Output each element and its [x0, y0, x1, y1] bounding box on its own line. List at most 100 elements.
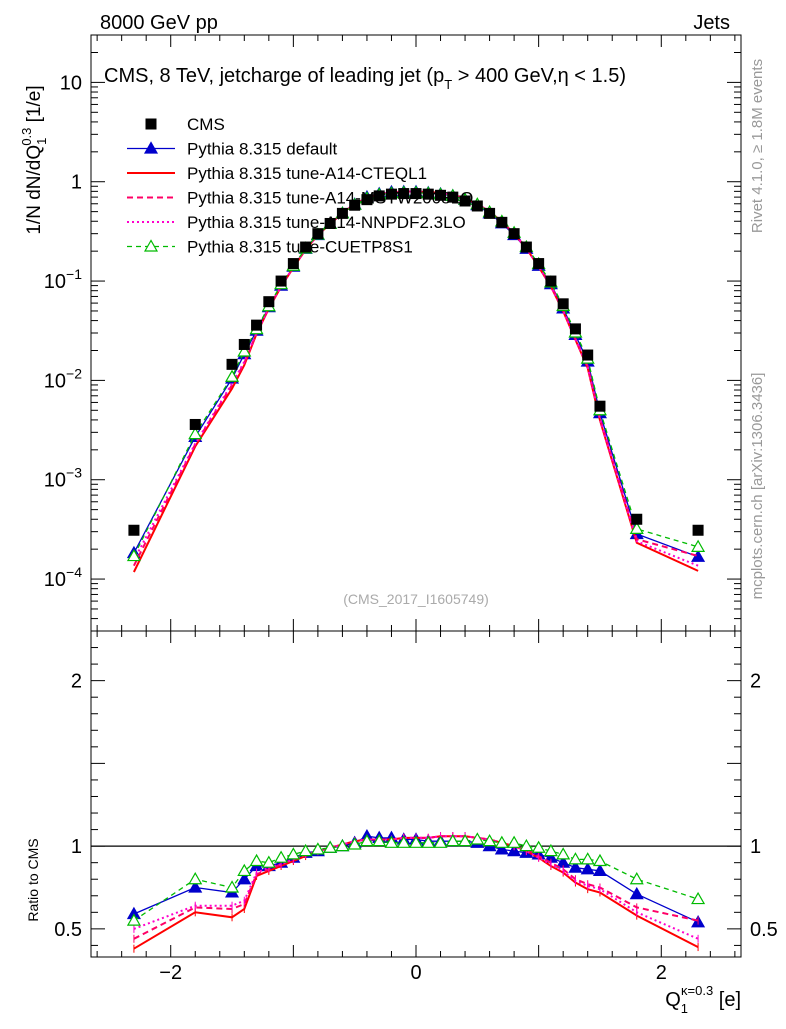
series-marker-4 — [225, 369, 240, 382]
ratio-marker-4 — [323, 840, 338, 853]
ratio-marker-4 — [691, 891, 706, 905]
y-tick-label-base: 1 — [71, 172, 82, 194]
data-point — [324, 217, 336, 229]
data-point — [496, 216, 508, 228]
ratio-marker-4 — [433, 835, 448, 848]
ratio-marker-4 — [396, 835, 411, 848]
data-point — [349, 199, 361, 211]
data-point — [128, 524, 140, 536]
ratio-marker-4 — [384, 835, 399, 848]
data-point — [300, 241, 312, 253]
y-tick-label-base: 10 — [44, 370, 66, 392]
data-point — [287, 258, 299, 270]
y-tick-label-base: 10 — [60, 72, 82, 94]
series-line-4 — [133, 192, 699, 557]
ratio-marker-4 — [470, 832, 485, 845]
ratio-marker-4 — [274, 850, 289, 863]
legend-marker-1 — [143, 141, 159, 154]
ratio-marker-4 — [568, 852, 583, 865]
ratio-y-tick-label-right: 0.5 — [750, 919, 778, 941]
y-tick-label-exponent: −1 — [66, 266, 82, 282]
data-point — [312, 228, 324, 240]
ratio-marker-0 — [568, 860, 583, 873]
ratio-marker-4 — [408, 835, 424, 848]
series-marker-4 — [188, 426, 203, 440]
ratio-marker-4 — [580, 852, 595, 865]
ratio-panel-series — [126, 828, 706, 953]
ratio-marker-4 — [592, 853, 607, 867]
ratio-marker-4 — [629, 872, 644, 885]
x-tick-label: 2 — [656, 962, 667, 984]
legend-label-5: Pythia 8.315 tune-CUETP8S1 — [187, 238, 413, 257]
ratio-marker-4 — [482, 833, 497, 847]
ratio-marker-4 — [126, 913, 141, 926]
ratio-panel-frame — [90, 630, 742, 958]
legend-label-4: Pythia 8.315 tune-A14-NNPDF2.3LO — [187, 213, 466, 232]
data-point — [557, 298, 569, 310]
ratio-marker-4 — [359, 833, 374, 847]
data-point — [410, 188, 422, 200]
legend-label-2: Pythia 8.315 tune-A14-CTEQL1 — [187, 164, 427, 183]
ratio-marker-0 — [629, 886, 644, 900]
ratio-y-tick-label: 0.5 — [54, 919, 82, 941]
ratio-marker-4 — [445, 833, 460, 847]
legend-label-0: CMS — [187, 115, 225, 134]
ratio-marker-4 — [556, 847, 571, 860]
ratio-marker-4 — [507, 835, 522, 848]
data-point — [422, 188, 434, 200]
data-point — [692, 524, 704, 536]
ratio-y-tick-label-right: 2 — [750, 671, 761, 693]
ratio-y-tick-label-right: 1 — [750, 836, 761, 858]
data-point — [373, 190, 385, 202]
data-point — [226, 358, 238, 370]
ratio-marker-4 — [261, 855, 276, 868]
ratio-marker-4 — [225, 880, 240, 893]
series-marker-4 — [691, 539, 706, 552]
ratio-line-2 — [133, 835, 699, 940]
y-tick-label: 10−1 — [44, 266, 82, 293]
ratio-y-tick-label: 2 — [71, 671, 82, 693]
data-point — [508, 228, 520, 240]
data-point — [520, 241, 532, 253]
y-tick-label: 10−4 — [44, 564, 82, 591]
ratio-y-axis-label: Ratio to CMS — [25, 838, 41, 921]
process-label: Jets — [693, 12, 730, 34]
legend-label-3: Pythia 8.315 tune-A14-MSTW2008LO — [187, 189, 473, 208]
data-point — [569, 323, 581, 335]
ratio-marker-4 — [310, 842, 325, 855]
data-point — [361, 194, 373, 206]
y-tick-label: 10 — [60, 72, 82, 94]
ratio-marker-4 — [543, 843, 558, 857]
data-point — [398, 188, 410, 200]
series-marker-4 — [629, 521, 644, 534]
legend-label-1: Pythia 8.315 default — [187, 140, 338, 159]
y-tick-label: 10−3 — [44, 465, 82, 492]
data-point — [631, 513, 643, 525]
rivet-version-label: Rivet 4.1.0, ≥ 1.8M events — [749, 59, 766, 233]
ratio-marker-4 — [421, 835, 436, 848]
chart-title: CMS, 8 TeV, jetcharge of leading jet (pT… — [104, 65, 626, 92]
legend: CMS Pythia 8.315 default Pythia 8.315 tune… — [127, 115, 473, 257]
data-point — [471, 200, 483, 212]
main-y-axis-label: 1/N dN/dQ10.3 [1/e] — [19, 85, 49, 234]
y-tick-label-exponent: −4 — [66, 564, 82, 580]
x-tick-label: 0 — [410, 962, 421, 984]
y-tick-label-base: 10 — [44, 470, 66, 492]
data-point — [582, 349, 594, 361]
y-tick-label-exponent: −2 — [66, 365, 82, 381]
ratio-marker-4 — [458, 833, 473, 847]
ratio-axis-ticks: −2 0 2 0.5 0.5 1 1 2 2 — [54, 631, 778, 984]
ratio-marker-0 — [237, 872, 252, 885]
ratio-marker-0 — [592, 863, 607, 877]
x-tick-label: −2 — [159, 962, 182, 984]
mcplots-label: mcplots.cern.ch [arXiv:1306.3436] — [749, 373, 766, 600]
ratio-marker-0 — [507, 843, 522, 857]
y-tick-label-exponent: −3 — [66, 465, 82, 481]
ratio-marker-4 — [519, 838, 534, 852]
ratio-marker-4 — [188, 872, 203, 885]
ratio-marker-4 — [298, 843, 313, 857]
series-marker-4 — [237, 344, 252, 357]
ratio-marker-4 — [531, 840, 546, 853]
